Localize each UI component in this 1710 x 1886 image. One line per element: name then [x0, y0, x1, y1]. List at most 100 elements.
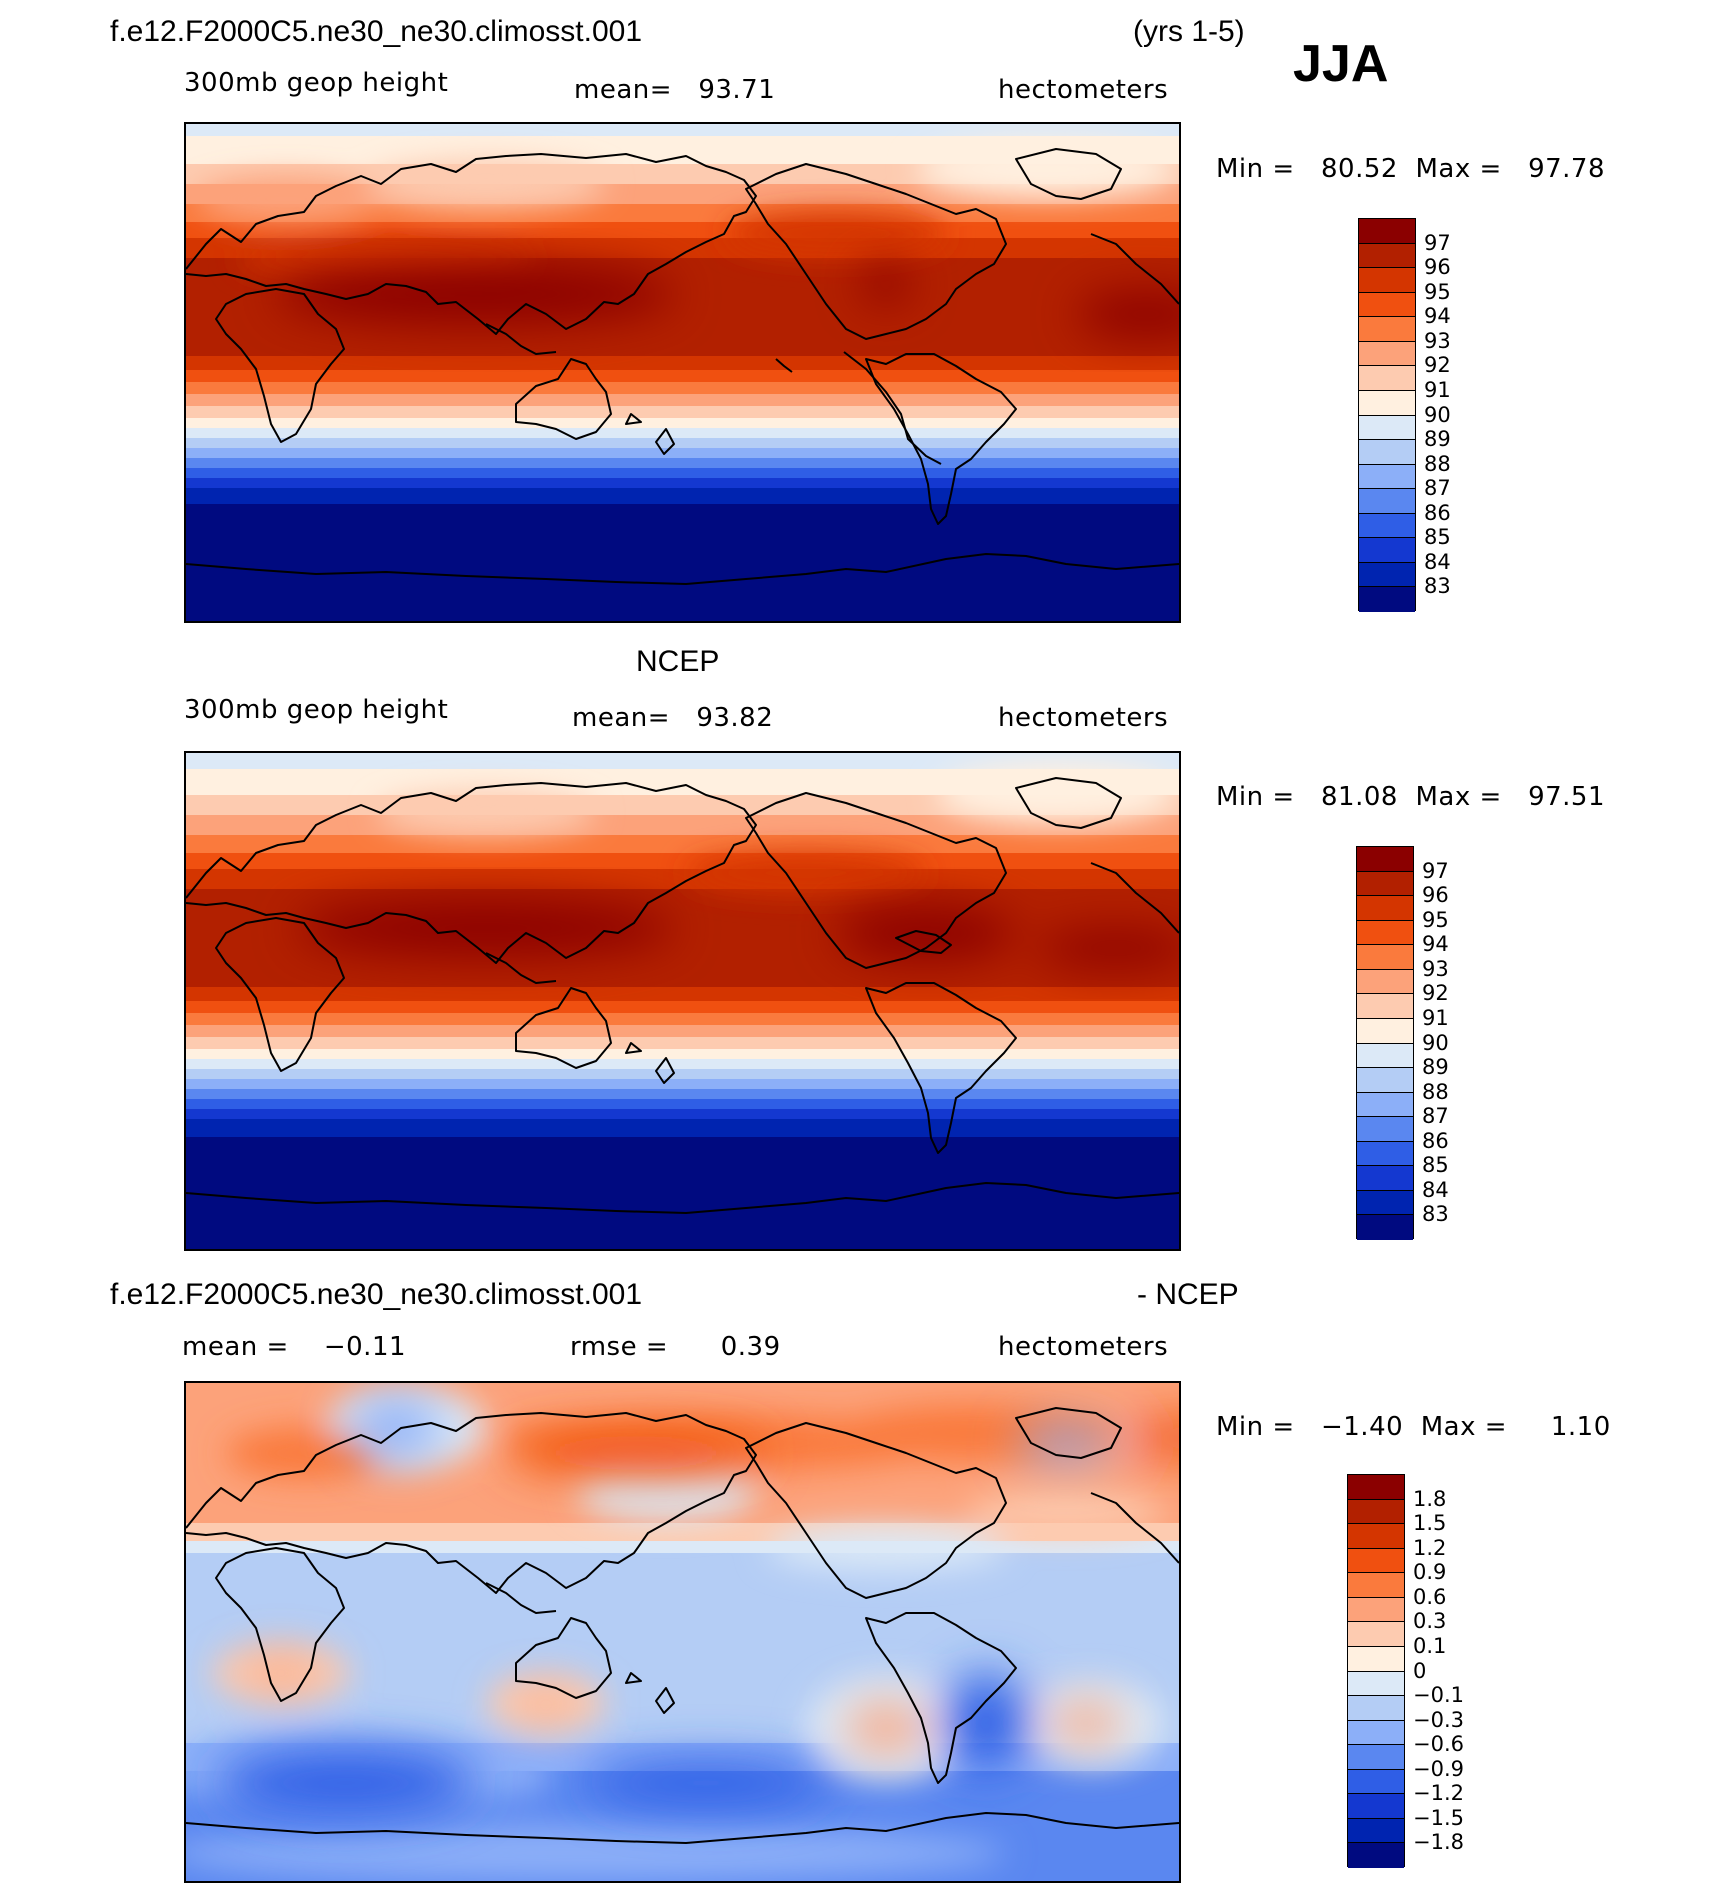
colorbar-swatches	[1347, 1474, 1405, 1868]
colorbar-swatch	[1357, 847, 1413, 872]
panel3-mean-value: −0.11	[323, 1332, 407, 1362]
colorbar-label: 94	[1422, 932, 1449, 957]
panel1-min-label: Min =	[1216, 154, 1295, 184]
panel3-title-left: f.e12.F2000C5.ne30_ne30.climosst.001	[110, 1278, 643, 1311]
colorbar-ncep: 97 96 95 94 93 92 91 90 89 88 87 86 85 84 83	[1356, 846, 1449, 1240]
colorbar-swatch	[1359, 562, 1415, 588]
map-ncep-geop-height	[184, 751, 1181, 1251]
colorbar-label: −0.6	[1413, 1732, 1464, 1757]
panel3-title-right: - NCEP	[1137, 1278, 1239, 1311]
colorbar-swatch	[1357, 1215, 1413, 1240]
colorbar-swatch	[1359, 538, 1415, 563]
colorbar-swatch	[1357, 1092, 1413, 1118]
panel1-max-value: 97.78	[1528, 154, 1605, 184]
colorbar-label: 84	[1424, 549, 1451, 574]
colorbar-swatch	[1348, 1573, 1404, 1598]
colorbar-label: 92	[1424, 353, 1451, 378]
colorbar-label: 97	[1424, 230, 1451, 255]
colorbar-swatch	[1359, 489, 1415, 514]
panel2-mean-value: 93.82	[696, 703, 774, 733]
colorbar-swatch	[1348, 1475, 1404, 1500]
panel3-min-value: −1.40	[1320, 1412, 1404, 1442]
colorbar-swatch	[1359, 292, 1415, 318]
map-model-geop-height	[184, 122, 1181, 623]
colorbar-label: 1.2	[1413, 1535, 1447, 1560]
panel1-max-label: Max =	[1415, 154, 1502, 184]
colorbar-swatch	[1348, 1720, 1404, 1746]
colorbar-swatch	[1357, 994, 1413, 1019]
colorbar-label: 83	[1422, 1202, 1449, 1227]
colorbar-swatch	[1348, 1622, 1404, 1647]
panel3-minmax: Min = −1.40 Max = 1.10	[1216, 1414, 1611, 1440]
panel2-mean: mean= 93.82	[572, 705, 773, 731]
colorbar-label: 87	[1424, 476, 1451, 501]
colorbar-label: 94	[1424, 304, 1451, 329]
panel2-mean-label: mean=	[572, 703, 671, 733]
colorbar-swatches	[1358, 218, 1416, 612]
colorbar-label: 83	[1424, 574, 1451, 599]
colorbar-label: 90	[1422, 1030, 1449, 1055]
panel2-max-value: 97.51	[1528, 782, 1605, 812]
colorbar-swatch	[1357, 945, 1413, 970]
colorbar-label: −0.3	[1413, 1707, 1464, 1732]
panel2-max-label: Max =	[1415, 782, 1502, 812]
colorbar-swatch	[1348, 1597, 1404, 1623]
colorbar-label: 85	[1424, 525, 1451, 550]
panel1-minmax: Min = 80.52 Max = 97.78	[1216, 156, 1605, 182]
colorbar-label: 89	[1424, 427, 1451, 452]
colorbar-label: −1.5	[1413, 1805, 1464, 1830]
colorbar-swatch	[1357, 871, 1413, 897]
colorbar-swatch	[1359, 415, 1415, 441]
panel3-mean-label: mean =	[182, 1332, 289, 1362]
panel2-variable: 300mb geop height	[184, 695, 449, 725]
panel2-minmax: Min = 81.08 Max = 97.51	[1216, 784, 1605, 810]
panel1-variable: 300mb geop height	[184, 68, 449, 98]
colorbar-swatch	[1359, 390, 1415, 416]
colorbar-swatch	[1359, 513, 1415, 539]
colorbar-swatch	[1359, 464, 1415, 490]
panel3-mean: mean = −0.11	[182, 1334, 406, 1360]
colorbar-swatch	[1357, 1018, 1413, 1044]
colorbar-swatch	[1357, 920, 1413, 946]
colorbar-swatch	[1348, 1524, 1404, 1549]
panel3-max-value: 1.10	[1550, 1412, 1611, 1442]
colorbar-swatch	[1359, 440, 1415, 465]
panel3-max-label: Max =	[1420, 1412, 1508, 1442]
colorbar-swatch	[1359, 268, 1415, 293]
panel2-min-label: Min =	[1216, 782, 1295, 812]
colorbar-label: 97	[1422, 858, 1449, 883]
panel2-units: hectometers	[998, 703, 1169, 733]
panel1-min-value: 80.52	[1320, 154, 1398, 184]
colorbar-label: 88	[1424, 451, 1451, 476]
colorbar-swatch	[1359, 341, 1415, 367]
panel1-mean-label: mean=	[574, 75, 673, 105]
colorbar-swatch	[1348, 1548, 1404, 1574]
colorbar-label: 86	[1422, 1128, 1449, 1153]
colorbar-label: 85	[1422, 1153, 1449, 1178]
colorbar-label: 91	[1422, 1005, 1449, 1030]
colorbar-swatch	[1348, 1499, 1404, 1525]
panel1-mean: mean= 93.71	[574, 77, 775, 103]
colorbar-swatch	[1359, 219, 1415, 244]
colorbar-swatch	[1348, 1843, 1404, 1868]
colorbar-label: 88	[1422, 1079, 1449, 1104]
panel3-rmse-value: 0.39	[720, 1332, 781, 1362]
colorbar-label: 89	[1422, 1055, 1449, 1080]
colorbar-label: 96	[1422, 883, 1449, 908]
map-difference	[184, 1381, 1181, 1883]
colorbar-label: 87	[1422, 1104, 1449, 1129]
colorbar-model: 97 96 95 94 93 92 91 90 89 88 87 86 85 84 83	[1358, 218, 1451, 612]
season-label: JJA	[1293, 35, 1389, 93]
colorbar-swatches	[1356, 846, 1414, 1240]
colorbar-swatch	[1348, 1671, 1404, 1697]
colorbar-label: 93	[1422, 956, 1449, 981]
panel3-units: hectometers	[998, 1332, 1169, 1362]
colorbar-swatch	[1359, 587, 1415, 612]
colorbar-swatch	[1357, 1141, 1413, 1167]
colorbar-swatch	[1348, 1769, 1404, 1795]
colorbar-label: 86	[1424, 500, 1451, 525]
colorbar-swatch	[1357, 1068, 1413, 1093]
colorbar-label: 0.6	[1413, 1584, 1447, 1609]
panel2-title: NCEP	[636, 645, 720, 678]
colorbar-label: 0.3	[1413, 1609, 1447, 1634]
